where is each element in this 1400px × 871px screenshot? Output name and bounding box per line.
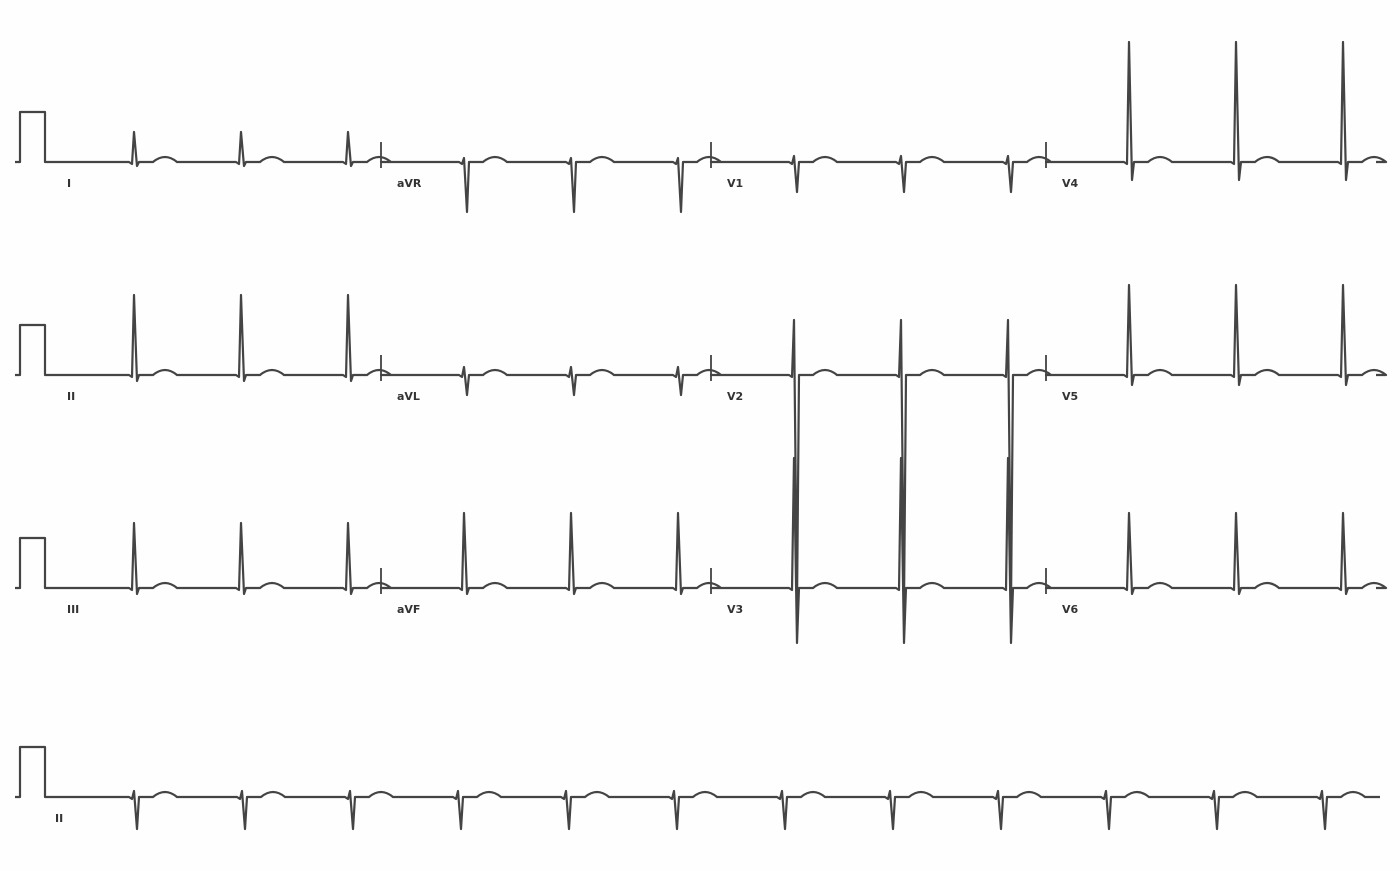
lead-label: V1 bbox=[727, 177, 743, 190]
lead-label: III bbox=[67, 603, 79, 616]
lead-label: aVF bbox=[397, 603, 420, 616]
lead-label: II bbox=[55, 812, 63, 825]
lead-label: I bbox=[67, 177, 71, 190]
lead-label: V3 bbox=[727, 603, 743, 616]
lead-label: V6 bbox=[1062, 603, 1079, 616]
page: IaVRV1V4IIaVLV2V5IIIaVFV3V6II (() => { c… bbox=[0, 0, 1400, 871]
lead-label: V5 bbox=[1062, 390, 1078, 403]
paper bbox=[0, 0, 1400, 871]
lead-label: aVL bbox=[397, 390, 420, 403]
lead-label: V4 bbox=[1062, 177, 1079, 190]
lead-label: V2 bbox=[727, 390, 743, 403]
lead-label: II bbox=[67, 390, 75, 403]
lead-label: aVR bbox=[397, 177, 422, 190]
ecg-sheet: IaVR V1 V4 II aVL V2 V5 III aVF V3 V6 II bbox=[0, 0, 1400, 871]
